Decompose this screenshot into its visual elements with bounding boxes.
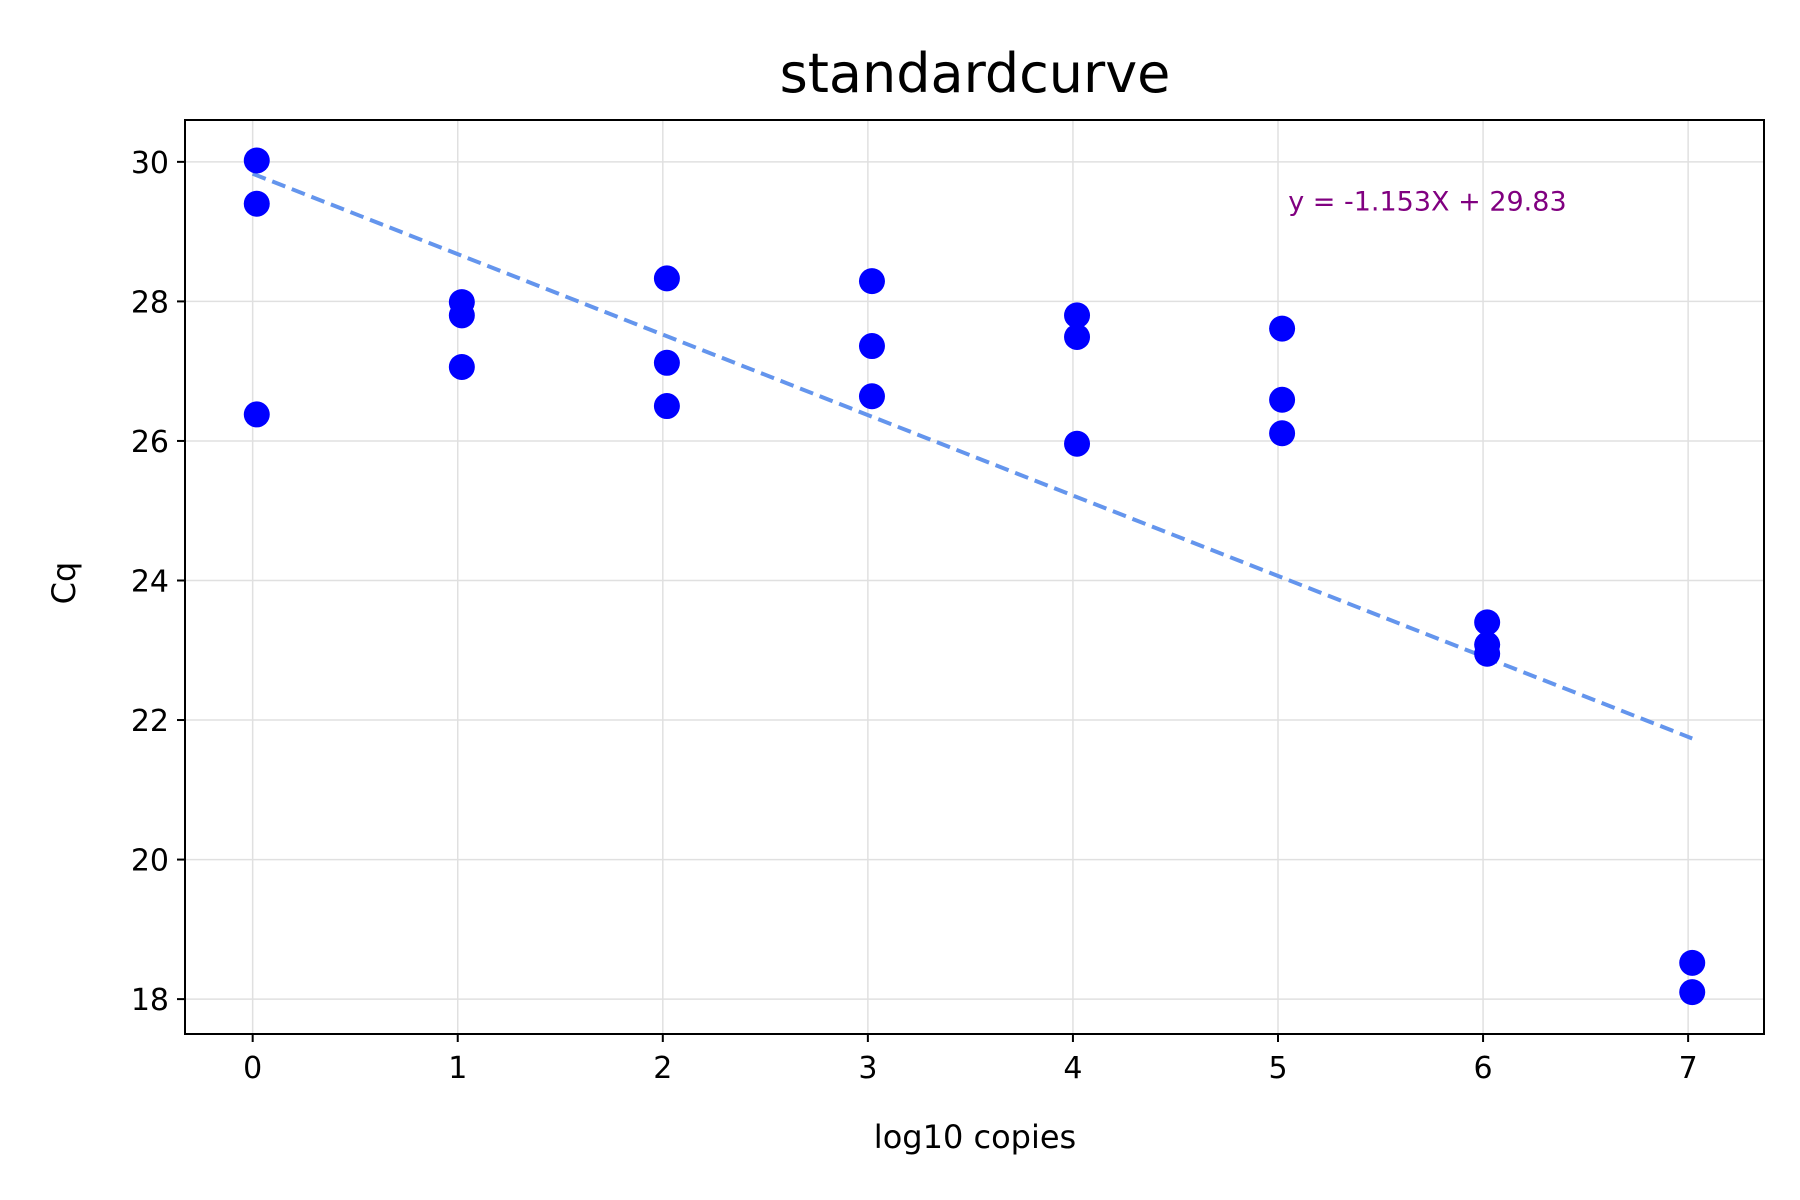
data-point-16 — [1269, 386, 1296, 413]
y-tick-label-5: 28 — [131, 285, 169, 320]
plot-frame — [184, 119, 1765, 1035]
x-tick-label-7: 7 — [1679, 1051, 1698, 1086]
data-point-9 — [858, 268, 885, 295]
data-point-4 — [448, 302, 475, 329]
fit-line-layer — [251, 171, 1693, 741]
data-point-13 — [1064, 323, 1091, 350]
data-point-2 — [243, 401, 270, 428]
y-tick-label-3: 24 — [131, 564, 169, 599]
y-axis-title: Cq — [45, 562, 83, 605]
data-point-20 — [1474, 640, 1501, 667]
data-point-14 — [1064, 430, 1091, 457]
y-tick-label-2: 22 — [131, 704, 169, 739]
data-point-15 — [1269, 315, 1296, 342]
x-tick-label-0: 0 — [243, 1051, 262, 1086]
data-point-8 — [653, 393, 680, 420]
x-tick-label-6: 6 — [1474, 1051, 1493, 1086]
points-layer — [243, 147, 1706, 1006]
data-point-5 — [448, 353, 475, 380]
chart-title: standardcurve — [780, 42, 1171, 105]
fit-equation-label: y = -1.153X + 29.83 — [1288, 187, 1566, 218]
data-point-17 — [1269, 420, 1296, 447]
x-tick-label-3: 3 — [858, 1051, 877, 1086]
fit-line — [251, 171, 1693, 741]
y-axis-ticks: 18 20 22 24 26 28 30 — [131, 146, 185, 1018]
x-tick-label-5: 5 — [1268, 1051, 1287, 1086]
data-point-1 — [243, 190, 270, 217]
data-point-7 — [653, 349, 680, 376]
data-point-6 — [653, 265, 680, 292]
data-point-11 — [858, 383, 885, 410]
data-point-22 — [1679, 979, 1706, 1006]
x-axis-title: log10 copies — [874, 1118, 1076, 1156]
data-point-0 — [243, 147, 270, 174]
data-point-12 — [1064, 302, 1091, 329]
y-tick-label-4: 26 — [131, 425, 169, 460]
x-tick-label-4: 4 — [1063, 1051, 1082, 1086]
y-tick-label-1: 20 — [131, 844, 169, 879]
x-axis-ticks: 0 1 2 3 4 5 6 7 — [243, 1034, 1698, 1086]
data-point-21 — [1679, 949, 1706, 976]
x-tick-label-2: 2 — [653, 1051, 672, 1086]
data-point-18 — [1474, 609, 1501, 636]
x-tick-label-1: 1 — [448, 1051, 467, 1086]
y-tick-label-0: 18 — [131, 983, 169, 1018]
data-point-10 — [858, 333, 885, 360]
y-tick-label-6: 30 — [131, 146, 169, 181]
